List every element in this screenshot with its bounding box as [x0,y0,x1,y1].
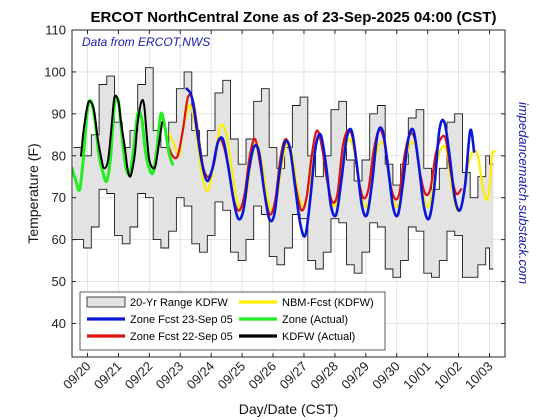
x-tick-label: 09/24 [184,359,218,393]
x-tick-label: 10/03 [462,359,496,393]
series-line-kdfw-actual [80,94,164,178]
x-tick-label: 09/22 [122,359,156,393]
x-tick-label: 09/30 [369,359,403,393]
y-tick-label: 50 [52,274,66,289]
legend-label: Zone Fcst 23-Sep 05 [130,314,233,326]
data-source-annotation: Data from ERCOT,NWS [82,35,210,49]
plot-frame [71,29,506,358]
y-tick-label: 80 [52,148,66,163]
legend-label: KDFW (Actual) [282,331,355,343]
x-tick-label: 09/21 [91,359,125,393]
range-band-fill [73,67,494,278]
data-layer [72,67,496,278]
x-tick-label: 09/29 [338,359,372,393]
legend-box [79,291,386,351]
x-tick-label: 10/02 [431,359,465,393]
legend-label: Zone (Actual) [282,314,348,326]
x-tick-label: 09/28 [307,359,341,393]
range-band-low-edge [73,188,494,278]
y-tick-label: 60 [52,232,66,247]
x-axis-label: Day/Date (CST) [239,401,339,417]
y-tick-label: 110 [45,23,66,38]
legend-label: NBM-Fcst (KDFW) [282,297,374,309]
y-tick-label: 100 [44,64,66,79]
x-tick-label: 10/01 [400,359,434,393]
legend-label: Zone Fcst 22-Sep 05 [130,331,233,343]
legend-label: 20-Yr Range KDFW [130,297,228,309]
y-tick-label: 40 [52,316,66,331]
chart-title: ERCOT NorthCentral Zone as of 23-Sep-202… [91,9,497,26]
x-tick-label: 09/26 [246,359,280,393]
watermark-annotation: impedancematch.substack.com [516,102,531,284]
legend-swatch-range-band [86,296,126,308]
x-tick-label: 09/20 [60,359,94,393]
x-tick-label: 09/27 [276,359,310,393]
legend: 20-Yr Range KDFW NBM-Fcst (KDFW) Zone Fcst… [79,291,386,351]
y-tick-label: 90 [52,106,66,121]
y-axis-label: Temperature (F) [25,143,41,243]
y-tick-label: 70 [52,190,66,205]
x-tick-label: 09/25 [215,359,249,393]
series-line-zone-fcst-23-sep-05 [185,87,476,238]
x-tick-label: 09/23 [153,359,187,393]
